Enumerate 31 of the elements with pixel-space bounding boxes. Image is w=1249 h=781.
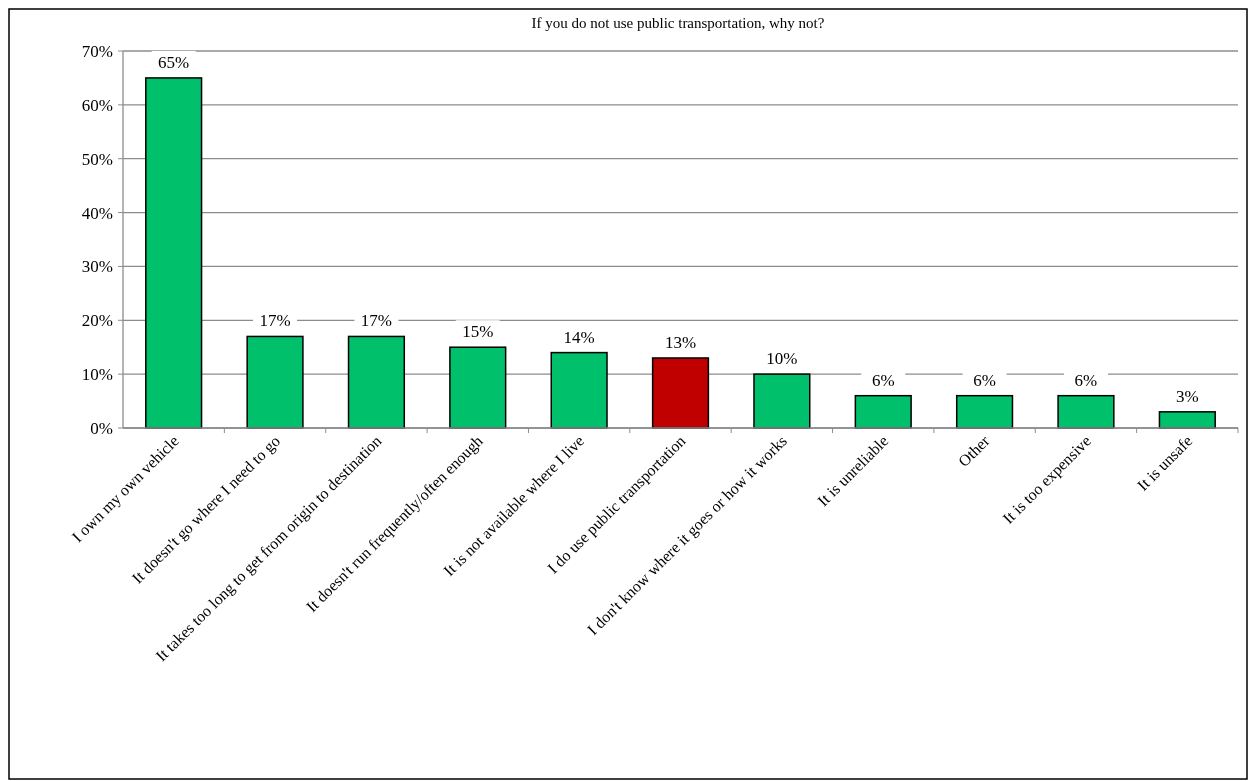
data-label: 14% bbox=[563, 327, 595, 347]
y-tick-label: 60% bbox=[81, 95, 113, 115]
data-label: 10% bbox=[766, 349, 798, 369]
bar bbox=[550, 351, 608, 429]
chart-title: If you do not use public transportation, why not? bbox=[531, 15, 825, 31]
data-label: 17% bbox=[259, 311, 291, 331]
bar bbox=[955, 394, 1014, 429]
data-label: 15% bbox=[462, 322, 494, 342]
y-tick-label: 20% bbox=[81, 311, 113, 331]
data-label: 13% bbox=[664, 332, 697, 352]
bar bbox=[1158, 411, 1216, 429]
bar bbox=[1057, 394, 1115, 429]
data-label: 65% bbox=[158, 52, 190, 72]
y-tick-label: 40% bbox=[81, 203, 113, 223]
data-label: 6% bbox=[973, 370, 996, 390]
y-tick-label: 50% bbox=[81, 149, 113, 169]
bar bbox=[449, 346, 507, 429]
data-label: 6% bbox=[1074, 370, 1098, 390]
bar bbox=[854, 394, 912, 429]
y-tick-label: 30% bbox=[81, 257, 113, 277]
bar bbox=[651, 357, 710, 429]
bar bbox=[753, 373, 811, 429]
y-tick-label: 0% bbox=[90, 418, 113, 438]
bar bbox=[347, 335, 406, 429]
y-tick-label: 70% bbox=[81, 41, 113, 61]
data-label: 3% bbox=[1175, 386, 1199, 406]
data-label: 17% bbox=[360, 311, 392, 331]
bar bbox=[145, 77, 203, 429]
bar bbox=[246, 335, 304, 429]
y-tick-label: 10% bbox=[81, 365, 113, 385]
data-label: 6% bbox=[871, 370, 895, 390]
